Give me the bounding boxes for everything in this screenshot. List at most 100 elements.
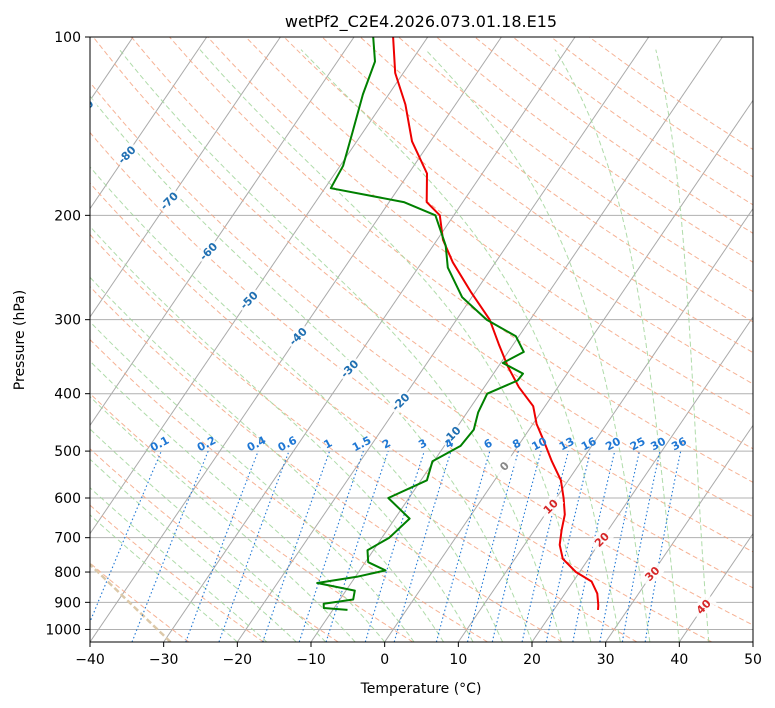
x-tick-label: 20: [523, 652, 541, 668]
y-tick-label: 400: [54, 387, 81, 403]
isotherm-line: [163, 37, 576, 642]
moist-adiabat: [90, 225, 474, 642]
mixing-ratio-label: 13: [557, 435, 577, 454]
mixing-ratio-line: [364, 450, 425, 642]
mixing-ratio-label: 25: [628, 435, 648, 454]
mixing-ratio-label: 20: [603, 435, 623, 454]
dewpoint-line: [316, 37, 525, 611]
isotherm-grid: [0, 37, 753, 642]
x-tick-label: 50: [744, 652, 762, 668]
moist-adiabat: [90, 166, 503, 642]
y-tick-label: 700: [54, 531, 81, 547]
y-axis-label: Pressure (hPa): [12, 290, 28, 390]
isotherm-label: -90: [73, 97, 96, 120]
mixing-ratio-line: [131, 450, 209, 642]
dry-adiabat: [90, 233, 638, 642]
isotherm-label-bg: [387, 388, 415, 416]
dry-adiabat: [90, 338, 488, 642]
y-tick-label: 300: [54, 313, 81, 329]
dry-adiabat: [512, 37, 753, 206]
dry-adiabat: [169, 37, 753, 483]
moist-adiabat: [199, 49, 592, 642]
isotherm-line: [236, 37, 650, 642]
moist-adiabat: [425, 49, 651, 642]
mixing-ratio-label: 30: [648, 435, 668, 454]
mixing-ratio-label: 2: [380, 436, 393, 451]
moist-adiabat: [90, 95, 533, 642]
mixing-ratio-line: [325, 450, 389, 642]
isotherm-label-bg: [588, 526, 616, 553]
y-tick-label: 900: [54, 595, 81, 611]
x-tick-label: −10: [296, 652, 326, 668]
dry-adiabat: [245, 37, 753, 417]
plot-frame: [89, 36, 754, 643]
mixing-ratio-label: 6: [482, 436, 495, 451]
dry-adiabat: [90, 182, 712, 642]
mixing-ratio-line: [491, 450, 542, 642]
dry-adiabat: [436, 37, 753, 263]
isotherm-line: [90, 37, 355, 427]
isotherm-label-bg: [336, 355, 363, 383]
isotherm-line: [384, 99, 753, 642]
mixing-ratio-label: 3: [416, 436, 429, 451]
dry-adiabat: [131, 37, 753, 518]
moist-adiabat: [90, 395, 356, 642]
moist-adiabat: [90, 458, 297, 642]
x-tick-label: −30: [149, 652, 179, 668]
isotherm-line: [457, 207, 753, 642]
moist-adiabat: [119, 49, 562, 642]
isotherm-line: [90, 37, 429, 535]
moist-adiabat: [655, 49, 710, 642]
dry-adiabat: [92, 37, 753, 553]
y-tick-label: 100: [54, 30, 81, 46]
mixing-ratio-line: [435, 450, 491, 642]
mixing-ratio-label: 36: [669, 435, 689, 454]
mixing-ratio-line: [621, 450, 661, 642]
mixing-ratio-lines: [90, 450, 682, 642]
moist-adiabat: [90, 276, 445, 642]
x-tick-label: 10: [449, 652, 467, 668]
dry-adiabat: [283, 37, 753, 385]
moist-adiabat: [300, 49, 621, 642]
dry-adiabat: [90, 562, 190, 642]
mixing-ratio-line: [90, 450, 162, 624]
mixing-ratio-line: [218, 450, 290, 642]
y-tick-label: 800: [54, 565, 81, 581]
mixing-ratio-line: [298, 450, 364, 642]
isotherm-label-bg: [638, 560, 666, 588]
isotherm-line: [605, 424, 753, 642]
isotherm-line: [678, 532, 753, 642]
axes: −40 −30 −20 −10 0 10 20 30 40 50 100 200 300 400 500 60…: [45, 30, 762, 668]
isotherm-label-bg: [689, 593, 717, 621]
dry-adiabat: [90, 285, 563, 642]
mixing-ratio-line: [466, 450, 519, 642]
y-tick-label: 200: [54, 208, 81, 224]
moist-adiabat: [90, 360, 386, 642]
moist-adiabat: [90, 487, 268, 642]
x-tick-label: 0: [380, 652, 389, 668]
isotherm-line: [531, 316, 753, 642]
y-tick-label: 1000: [45, 622, 81, 638]
isotherm-label-bg: [113, 141, 141, 169]
isotherm-label-bg: [490, 452, 518, 480]
dry-adiabats: [90, 37, 753, 642]
mixing-ratio-line: [572, 450, 616, 642]
mixing-ratio-label: 10: [530, 435, 550, 454]
dry-adiabat: [90, 81, 753, 589]
chart-title: wetPf2_C2E4.2026.073.01.18.E15: [285, 12, 557, 32]
isotherm-label-bg: [284, 322, 312, 350]
isotherm-line: [0, 37, 59, 642]
isotherm-label-bg: [155, 187, 183, 215]
x-tick-label: −40: [75, 652, 105, 668]
sounding-series: [316, 37, 600, 611]
mixing-ratio-line: [262, 450, 331, 642]
moist-adiabat: [554, 49, 680, 642]
isotherm-label-bg: [235, 286, 263, 314]
y-tick-label: 500: [54, 444, 81, 460]
x-tick-label: −20: [223, 652, 253, 668]
isotherm-label-bg: [90, 94, 98, 122]
mixing-ratio-line: [545, 450, 592, 642]
isotherm-label-bg: [438, 421, 466, 449]
x-axis-label: Temperature (°C): [360, 681, 482, 697]
